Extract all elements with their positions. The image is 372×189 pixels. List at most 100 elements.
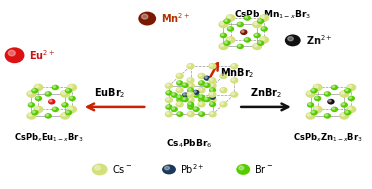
Ellipse shape — [331, 107, 338, 112]
Ellipse shape — [262, 27, 264, 29]
Ellipse shape — [188, 92, 191, 95]
Ellipse shape — [210, 103, 213, 105]
Ellipse shape — [162, 164, 176, 174]
Ellipse shape — [187, 104, 195, 110]
Ellipse shape — [187, 111, 195, 117]
Ellipse shape — [205, 98, 207, 100]
Ellipse shape — [46, 114, 48, 116]
Ellipse shape — [187, 83, 195, 89]
Ellipse shape — [182, 97, 189, 102]
Ellipse shape — [218, 21, 228, 28]
Ellipse shape — [198, 80, 205, 86]
Ellipse shape — [261, 15, 264, 18]
Ellipse shape — [210, 112, 213, 114]
Ellipse shape — [258, 41, 261, 43]
Ellipse shape — [315, 97, 318, 99]
Ellipse shape — [257, 19, 264, 24]
Ellipse shape — [223, 40, 231, 46]
Ellipse shape — [142, 14, 148, 19]
Ellipse shape — [53, 108, 55, 110]
Ellipse shape — [187, 87, 194, 93]
Ellipse shape — [219, 101, 228, 108]
Ellipse shape — [26, 112, 36, 120]
Ellipse shape — [312, 89, 314, 91]
Ellipse shape — [70, 97, 73, 99]
Ellipse shape — [261, 38, 264, 40]
Ellipse shape — [312, 84, 323, 91]
Ellipse shape — [225, 19, 227, 21]
Ellipse shape — [209, 101, 216, 107]
Ellipse shape — [53, 86, 55, 88]
Ellipse shape — [60, 112, 70, 120]
Ellipse shape — [344, 88, 352, 94]
Ellipse shape — [166, 98, 169, 100]
Ellipse shape — [188, 98, 191, 100]
Ellipse shape — [325, 92, 328, 94]
Ellipse shape — [232, 64, 235, 66]
Ellipse shape — [28, 114, 32, 116]
Ellipse shape — [62, 114, 65, 116]
Ellipse shape — [52, 85, 59, 90]
Ellipse shape — [227, 26, 234, 32]
Ellipse shape — [199, 95, 202, 98]
Ellipse shape — [225, 41, 227, 43]
Ellipse shape — [35, 85, 39, 88]
Text: Pb$^{2+}$: Pb$^{2+}$ — [180, 163, 205, 176]
Ellipse shape — [189, 105, 191, 107]
Ellipse shape — [346, 106, 356, 113]
Ellipse shape — [230, 77, 238, 84]
Ellipse shape — [177, 102, 180, 105]
Ellipse shape — [244, 37, 251, 43]
Ellipse shape — [29, 103, 32, 105]
Ellipse shape — [176, 101, 184, 108]
Ellipse shape — [220, 44, 224, 47]
Ellipse shape — [238, 45, 241, 47]
Ellipse shape — [186, 63, 195, 69]
Ellipse shape — [36, 97, 39, 99]
Ellipse shape — [165, 90, 173, 96]
Ellipse shape — [187, 90, 195, 96]
Ellipse shape — [60, 90, 70, 98]
Ellipse shape — [61, 102, 69, 108]
Ellipse shape — [199, 81, 202, 83]
Ellipse shape — [232, 78, 235, 81]
Ellipse shape — [199, 74, 202, 76]
Ellipse shape — [236, 164, 250, 175]
Ellipse shape — [67, 106, 77, 113]
Ellipse shape — [33, 89, 35, 91]
Ellipse shape — [332, 86, 335, 88]
Ellipse shape — [165, 97, 173, 103]
Ellipse shape — [182, 82, 189, 88]
Ellipse shape — [199, 102, 202, 105]
Ellipse shape — [327, 99, 335, 105]
Ellipse shape — [198, 87, 206, 93]
Ellipse shape — [138, 12, 156, 26]
Ellipse shape — [349, 97, 352, 99]
Ellipse shape — [227, 38, 231, 40]
Ellipse shape — [221, 102, 224, 105]
Ellipse shape — [165, 83, 173, 89]
Ellipse shape — [221, 74, 224, 76]
Ellipse shape — [237, 22, 244, 27]
Ellipse shape — [52, 107, 59, 112]
Ellipse shape — [48, 99, 55, 105]
Ellipse shape — [340, 102, 348, 108]
Ellipse shape — [346, 111, 348, 113]
Ellipse shape — [176, 111, 183, 117]
Ellipse shape — [324, 91, 331, 97]
Ellipse shape — [199, 98, 202, 100]
Ellipse shape — [252, 43, 262, 50]
Ellipse shape — [227, 15, 231, 18]
Ellipse shape — [194, 93, 196, 95]
Ellipse shape — [8, 50, 15, 56]
Ellipse shape — [62, 91, 65, 94]
Ellipse shape — [245, 38, 248, 40]
Ellipse shape — [172, 93, 174, 95]
Ellipse shape — [239, 166, 244, 170]
Ellipse shape — [310, 110, 318, 115]
Ellipse shape — [307, 91, 311, 94]
Ellipse shape — [188, 103, 191, 105]
Ellipse shape — [26, 90, 36, 98]
Ellipse shape — [66, 89, 69, 91]
Ellipse shape — [347, 96, 355, 101]
